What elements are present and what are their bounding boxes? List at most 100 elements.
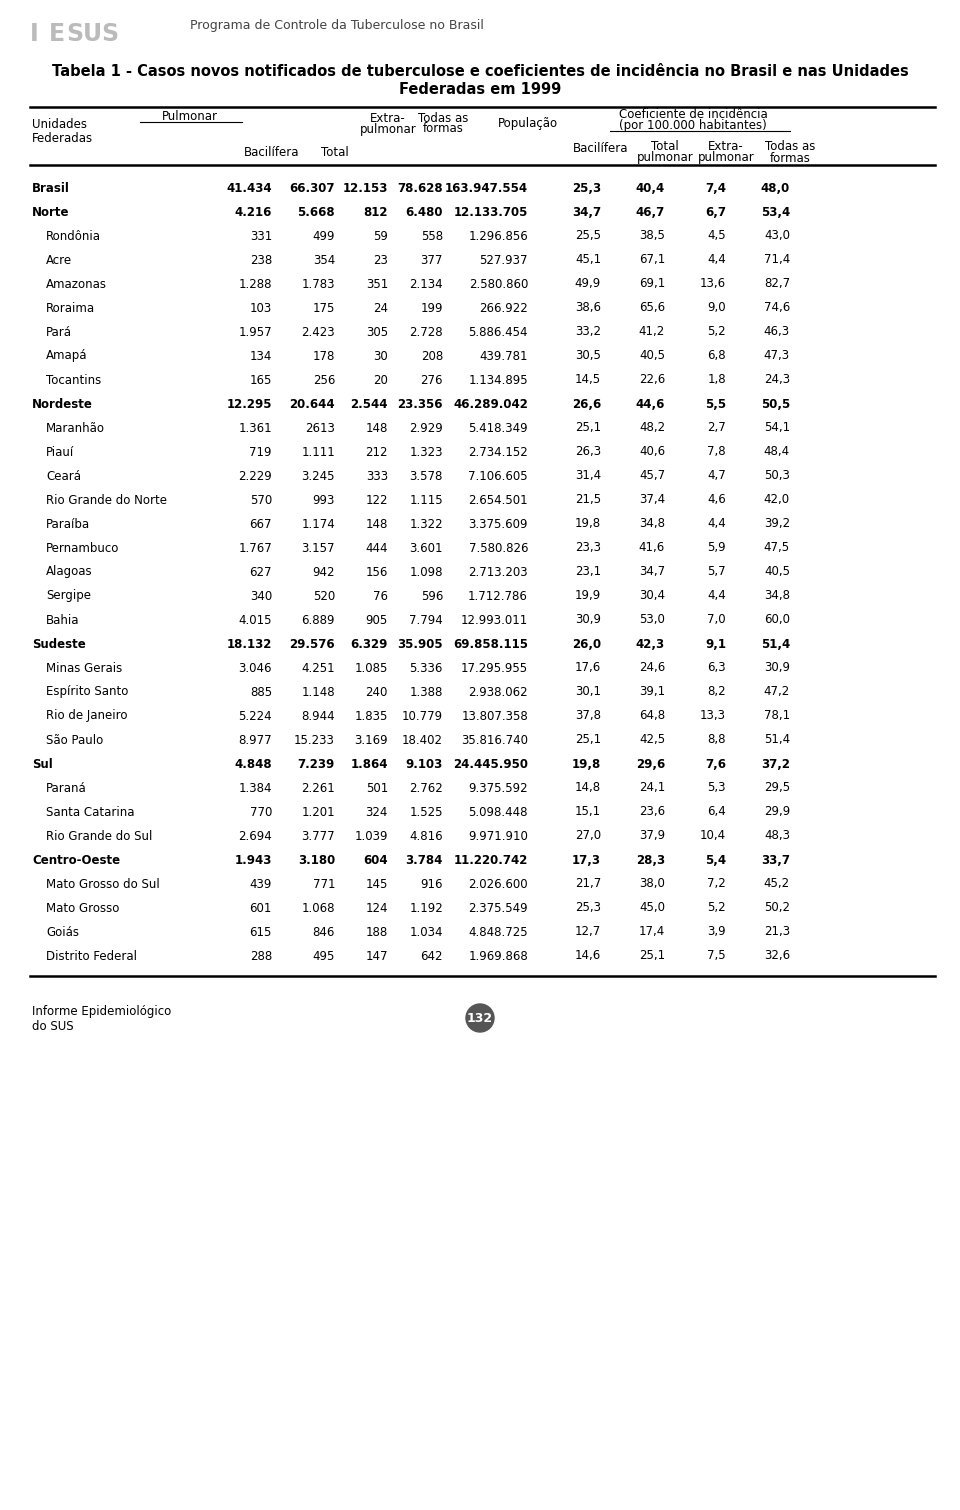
Text: 3.046: 3.046	[238, 661, 272, 675]
Text: 23,3: 23,3	[575, 542, 601, 554]
Text: 38,5: 38,5	[639, 230, 665, 243]
Text: 13,6: 13,6	[700, 278, 726, 290]
Text: Rondônia: Rondônia	[46, 230, 101, 243]
Text: 1.148: 1.148	[301, 686, 335, 699]
Text: 527.937: 527.937	[479, 254, 528, 266]
Text: 8,8: 8,8	[708, 734, 726, 746]
Text: 30,4: 30,4	[639, 589, 665, 602]
Text: 1.201: 1.201	[301, 805, 335, 818]
Text: 2.026.600: 2.026.600	[468, 877, 528, 891]
Text: 495: 495	[313, 950, 335, 962]
Text: 5,7: 5,7	[708, 566, 726, 578]
Text: 35.905: 35.905	[397, 637, 443, 651]
Text: 64,8: 64,8	[638, 710, 665, 722]
Text: 9.103: 9.103	[406, 758, 443, 770]
Text: 60,0: 60,0	[764, 613, 790, 627]
Text: 14,5: 14,5	[575, 373, 601, 387]
Text: 23,1: 23,1	[575, 566, 601, 578]
Text: 12.133.705: 12.133.705	[454, 205, 528, 219]
Text: 501: 501	[366, 782, 388, 794]
Text: 3.169: 3.169	[354, 734, 388, 746]
Text: 33,7: 33,7	[761, 853, 790, 867]
Text: 53,0: 53,0	[639, 613, 665, 627]
Text: 18.132: 18.132	[227, 637, 272, 651]
Text: 846: 846	[313, 926, 335, 939]
Text: 7.239: 7.239	[298, 758, 335, 770]
Text: 601: 601	[250, 901, 272, 915]
Text: 37,2: 37,2	[761, 758, 790, 770]
Text: 4.816: 4.816	[409, 829, 443, 843]
Text: 59: 59	[373, 230, 388, 243]
Text: 1.296.856: 1.296.856	[468, 230, 528, 243]
Text: 24: 24	[373, 302, 388, 314]
Text: 771: 771	[313, 877, 335, 891]
Text: Norte: Norte	[32, 205, 69, 219]
Text: 6.480: 6.480	[405, 205, 443, 219]
Text: 37,4: 37,4	[638, 494, 665, 506]
Text: 1.098: 1.098	[410, 566, 443, 578]
Text: 7,6: 7,6	[705, 758, 726, 770]
Text: 42,3: 42,3	[636, 637, 665, 651]
Text: 20: 20	[373, 373, 388, 387]
Text: 67,1: 67,1	[638, 254, 665, 266]
Text: 178: 178	[313, 349, 335, 362]
Text: Sul: Sul	[32, 758, 53, 770]
Text: Espírito Santo: Espírito Santo	[46, 686, 129, 699]
Text: 5.336: 5.336	[410, 661, 443, 675]
Text: 42,0: 42,0	[764, 494, 790, 506]
Text: 49,9: 49,9	[575, 278, 601, 290]
Text: 50,3: 50,3	[764, 470, 790, 483]
Text: 32,6: 32,6	[764, 950, 790, 962]
Text: 37,9: 37,9	[638, 829, 665, 843]
Text: Sudeste: Sudeste	[32, 637, 85, 651]
Text: 78.628: 78.628	[397, 181, 443, 195]
Text: 942: 942	[313, 566, 335, 578]
Text: S: S	[101, 23, 118, 45]
Text: Bacilífera: Bacilífera	[244, 145, 300, 159]
Text: 9,1: 9,1	[705, 637, 726, 651]
Text: Distrito Federal: Distrito Federal	[46, 950, 137, 962]
Text: Maranhão: Maranhão	[46, 421, 105, 435]
Text: 24,3: 24,3	[764, 373, 790, 387]
Text: 47,2: 47,2	[764, 686, 790, 699]
Text: 17,4: 17,4	[638, 926, 665, 939]
Text: 3.601: 3.601	[410, 542, 443, 554]
Text: São Paulo: São Paulo	[46, 734, 104, 746]
Text: 3.180: 3.180	[298, 853, 335, 867]
Text: 2.734.152: 2.734.152	[468, 445, 528, 459]
Text: 905: 905	[366, 613, 388, 627]
Text: Pulmonar: Pulmonar	[162, 110, 218, 122]
Text: 30: 30	[373, 349, 388, 362]
Text: 2.544: 2.544	[350, 397, 388, 411]
Text: Rio Grande do Sul: Rio Grande do Sul	[46, 829, 153, 843]
Text: 4,7: 4,7	[708, 470, 726, 483]
Text: 240: 240	[366, 686, 388, 699]
Text: S: S	[66, 23, 84, 45]
Text: Amapá: Amapá	[46, 349, 87, 362]
Text: 15.233: 15.233	[294, 734, 335, 746]
Text: 439: 439	[250, 877, 272, 891]
Text: 42,5: 42,5	[638, 734, 665, 746]
Text: 4,4: 4,4	[708, 589, 726, 602]
Text: Federadas em 1999: Federadas em 1999	[398, 83, 562, 98]
Text: 1.174: 1.174	[301, 518, 335, 530]
Text: 5.418.349: 5.418.349	[468, 421, 528, 435]
Text: 333: 333	[366, 470, 388, 483]
Text: 2.938.062: 2.938.062	[468, 686, 528, 699]
Text: 2.694: 2.694	[238, 829, 272, 843]
Text: 377: 377	[420, 254, 443, 266]
Text: 1.322: 1.322	[409, 518, 443, 530]
Text: 615: 615	[250, 926, 272, 939]
Text: 12,7: 12,7	[575, 926, 601, 939]
Text: 1.068: 1.068	[301, 901, 335, 915]
Text: 18.402: 18.402	[402, 734, 443, 746]
Text: 51,4: 51,4	[764, 734, 790, 746]
Text: 4.216: 4.216	[234, 205, 272, 219]
Text: 19,9: 19,9	[575, 589, 601, 602]
Text: 41.434: 41.434	[227, 181, 272, 195]
Text: 9.971.910: 9.971.910	[468, 829, 528, 843]
Text: 23: 23	[373, 254, 388, 266]
Text: Pará: Pará	[46, 326, 72, 338]
Text: 24.445.950: 24.445.950	[453, 758, 528, 770]
Text: 7,5: 7,5	[708, 950, 726, 962]
